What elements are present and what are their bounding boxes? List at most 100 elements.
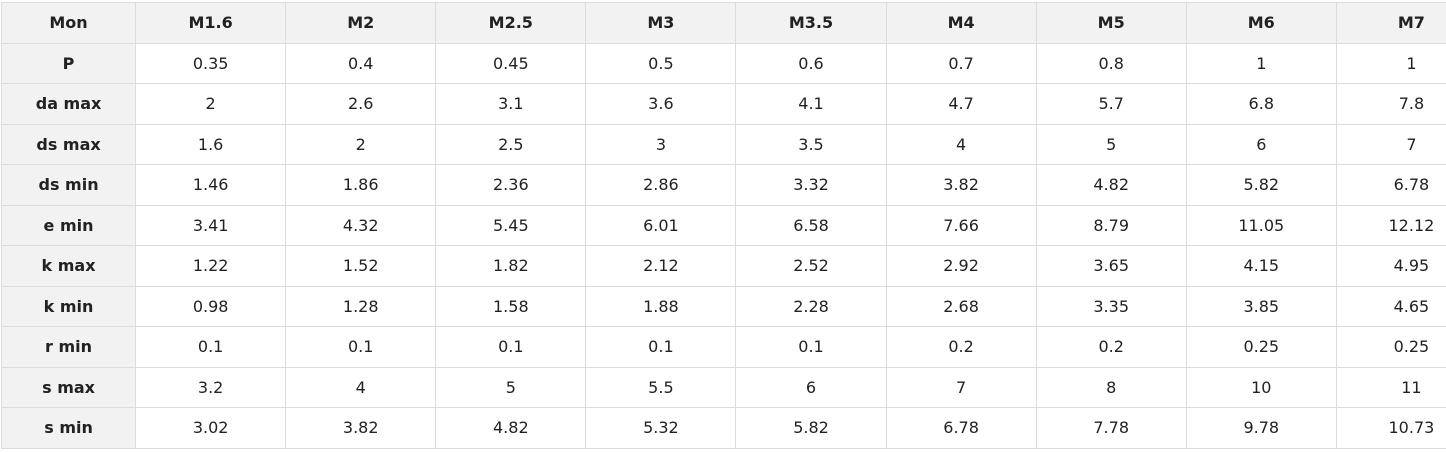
row-label: k max (0, 245, 137, 287)
table-cell: 0.1 (735, 326, 887, 368)
table-cell: 0.1 (135, 326, 287, 368)
table-cell: 2.36 (435, 164, 587, 206)
table-cell: 0.35 (135, 42, 287, 84)
table-cell: 2.86 (585, 164, 737, 206)
table-cell: 2.12 (585, 245, 737, 287)
table-cell: 6.01 (585, 204, 737, 246)
table-cell: 0.1 (435, 326, 587, 368)
table-cell: 5.5 (585, 366, 737, 408)
table-cell: 2.68 (885, 285, 1037, 327)
table-cell: 2.5 (435, 123, 587, 165)
table-cell: 7 (1335, 123, 1446, 165)
table-cell: 0.1 (585, 326, 737, 368)
table-cell: 6.58 (735, 204, 887, 246)
table-cell: 1.52 (285, 245, 437, 287)
table-row: P 0.35 0.4 0.45 0.5 0.6 0.7 0.8 1 1 (0, 42, 1446, 84)
table-cell: 8 (1035, 366, 1187, 408)
table-cell: 12.12 (1335, 204, 1446, 246)
row-label: ds max (0, 123, 137, 165)
table-row: k max 1.22 1.52 1.82 2.12 2.52 2.92 3.65 4.15 4.9… (0, 245, 1446, 287)
table-cell: 3.35 (1035, 285, 1187, 327)
table-cell: 2 (285, 123, 437, 165)
table-cell: 2.52 (735, 245, 887, 287)
table-row: s max 3.2 4 5 5.5 6 7 8 10 11 (0, 366, 1446, 408)
table-cell: 4.1 (735, 83, 887, 125)
table-cell: 6 (1185, 123, 1337, 165)
table-cell: 1 (1185, 42, 1337, 84)
table-cell: 0.6 (735, 42, 887, 84)
table-cell: 3.6 (585, 83, 737, 125)
table-cell: 0.4 (285, 42, 437, 84)
header-cell: M1.6 (135, 2, 287, 44)
table-cell: 1.86 (285, 164, 437, 206)
table-cell: 3.85 (1185, 285, 1337, 327)
table-cell: 1.58 (435, 285, 587, 327)
table-cell: 2.6 (285, 83, 437, 125)
table-cell: 0.98 (135, 285, 287, 327)
table-cell: 3.82 (885, 164, 1037, 206)
table-cell: 7.66 (885, 204, 1037, 246)
table-cell: 10.73 (1335, 407, 1446, 449)
table-cell: 0.8 (1035, 42, 1187, 84)
table-cell: 4.15 (1185, 245, 1337, 287)
table-cell: 7.78 (1035, 407, 1187, 449)
row-label: P (0, 42, 137, 84)
row-label: s min (0, 407, 137, 449)
table-cell: 11 (1335, 366, 1446, 408)
table-cell: 5.32 (585, 407, 737, 449)
table-cell: 0.45 (435, 42, 587, 84)
table-cell: 7.8 (1335, 83, 1446, 125)
table-cell: 6.78 (1335, 164, 1446, 206)
table-cell: 7 (885, 366, 1037, 408)
table-cell: 9.78 (1185, 407, 1337, 449)
table-cell: 6 (735, 366, 887, 408)
table-cell: 0.5 (585, 42, 737, 84)
table-cell: 4.82 (435, 407, 587, 449)
table-row: s min 3.02 3.82 4.82 5.32 5.82 6.78 7.78 9.78 10.… (0, 407, 1446, 449)
table-cell: 5.82 (735, 407, 887, 449)
table-cell: 3.1 (435, 83, 587, 125)
table-cell: 3.65 (1035, 245, 1187, 287)
table-cell: 1.46 (135, 164, 287, 206)
table-row: da max 2 2.6 3.1 3.6 4.1 4.7 5.7 6.8 7.8 (0, 83, 1446, 125)
table-row: ds max 1.6 2 2.5 3 3.5 4 5 6 7 (0, 123, 1446, 165)
table-cell: 4 (285, 366, 437, 408)
table-cell: 5.45 (435, 204, 587, 246)
table-cell: 0.25 (1335, 326, 1446, 368)
table-cell: 5.7 (1035, 83, 1187, 125)
row-label: da max (0, 83, 137, 125)
table-cell: 2 (135, 83, 287, 125)
row-label: ds min (0, 164, 137, 206)
table-cell: 4.7 (885, 83, 1037, 125)
table-row: k min 0.98 1.28 1.58 1.88 2.28 2.68 3.35 3.85 4.6… (0, 285, 1446, 327)
table-cell: 2.28 (735, 285, 887, 327)
header-cell: M2.5 (435, 2, 587, 44)
header-row: Mon M1.6 M2 M2.5 M3 M3.5 M4 M5 M6 M7 (0, 2, 1446, 44)
table-cell: 1 (1335, 42, 1446, 84)
table-cell: 10 (1185, 366, 1337, 408)
table-cell: 0.2 (885, 326, 1037, 368)
header-cell: M2 (285, 2, 437, 44)
table-cell: 4.65 (1335, 285, 1446, 327)
header-cell: M3 (585, 2, 737, 44)
header-cell: M7 (1335, 2, 1446, 44)
row-label: k min (0, 285, 137, 327)
header-cell: M5 (1035, 2, 1187, 44)
table-cell: 1.22 (135, 245, 287, 287)
table-row: e min 3.41 4.32 5.45 6.01 6.58 7.66 8.79 11.05 12… (0, 204, 1446, 246)
header-cell: M4 (885, 2, 1037, 44)
header-cell: M3.5 (735, 2, 887, 44)
row-label: s max (0, 366, 137, 408)
table-cell: 3.41 (135, 204, 287, 246)
row-label: r min (0, 326, 137, 368)
table-cell: 3.32 (735, 164, 887, 206)
table-cell: 4.32 (285, 204, 437, 246)
table-cell: 0.7 (885, 42, 1037, 84)
row-label: e min (0, 204, 137, 246)
table-cell: 0.25 (1185, 326, 1337, 368)
table-cell: 1.82 (435, 245, 587, 287)
table-cell: 3.02 (135, 407, 287, 449)
table-cell: 0.2 (1035, 326, 1187, 368)
